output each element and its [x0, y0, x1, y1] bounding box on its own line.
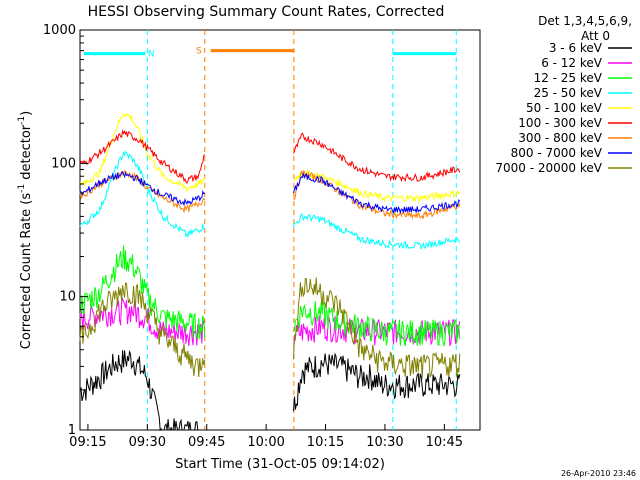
legend-label-0: 3 - 6 keV — [549, 41, 603, 55]
series-7 — [79, 171, 461, 215]
y-axis-label-end: ) — [19, 111, 34, 116]
x-axis-label: Start Time (31-Oct-05 09:14:02) — [175, 457, 385, 472]
legend-label-1: 6 - 12 keV — [541, 56, 603, 70]
series-line-7-0 — [79, 171, 205, 206]
legend-label-3: 25 - 50 keV — [534, 86, 603, 100]
legend-label-2: 12 - 25 keV — [534, 71, 603, 85]
y-axis-label: Corrected Count Rate (s-1 detector-1) — [17, 111, 34, 349]
chart-title: HESSI Observing Summary Count Rates, Cor… — [88, 4, 445, 20]
legend-header-1: Det 1,3,4,5,6,9, — [538, 14, 632, 28]
y-axis-label-sup1: -1 — [17, 184, 27, 193]
y-tick-label-2: 100 — [51, 156, 76, 171]
series-line-7-1 — [293, 171, 461, 215]
series-line-8-0 — [79, 282, 206, 378]
y-axis-label-sup2: -1 — [17, 116, 27, 125]
x-axis: 09:15 09:30 09:45 10:00 10:15 10:30 10:45 — [69, 424, 463, 450]
legend-label-5: 100 - 300 keV — [518, 116, 602, 130]
x-tick-label-6: 10:45 — [426, 435, 463, 450]
y-axis: 1 10 100 1000 — [43, 23, 88, 438]
series-4 — [79, 112, 461, 203]
series-line-0-1 — [293, 352, 461, 412]
legend-label-8: 7000 - 20000 keV — [495, 161, 602, 175]
series-line-8-1 — [293, 277, 461, 379]
series-line-4-0 — [79, 112, 206, 193]
series-line-1-1 — [293, 315, 461, 347]
series-line-2-1 — [293, 301, 461, 348]
flag-label-S: S — [196, 47, 202, 57]
legend-header-2: Att 0 — [581, 29, 610, 43]
series-line-2-0 — [79, 245, 206, 340]
series-8 — [79, 277, 461, 379]
legend-label-6: 300 - 800 keV — [518, 131, 602, 145]
y-tick-label-0: 1 — [68, 423, 76, 438]
x-tick-label-0: 09:15 — [69, 435, 106, 450]
x-tick-label-3: 10:00 — [247, 435, 284, 450]
flag-label-N: N — [148, 50, 155, 60]
series-line-5-1 — [293, 132, 461, 183]
legend-label-4: 50 - 100 keV — [526, 101, 603, 115]
series-line-6-1 — [293, 169, 461, 220]
series-line-6-0 — [79, 169, 206, 214]
footer-date: 26-Apr-2010 23:46 — [561, 469, 636, 478]
series-2 — [79, 245, 461, 348]
x-tick-label-4: 10:15 — [307, 435, 344, 450]
y-axis-label-mid: detector — [19, 124, 34, 184]
y-tick-label-3: 1000 — [43, 23, 76, 38]
legend-label-7: 800 - 7000 keV — [511, 146, 603, 160]
series-3 — [79, 150, 461, 250]
series-line-3-0 — [79, 150, 205, 239]
y-axis-label-main: Corrected Count Rate (s — [19, 193, 34, 350]
series-line-0-0 — [79, 349, 205, 432]
series-6 — [79, 169, 461, 220]
x-tick-label-2: 09:45 — [188, 435, 225, 450]
x-tick-label-1: 09:30 — [129, 435, 166, 450]
x-tick-label-5: 10:30 — [366, 435, 403, 450]
series-line-4-1 — [293, 169, 461, 203]
y-tick-label-1: 10 — [59, 290, 76, 305]
series-line-5-0 — [79, 128, 206, 184]
svg-text:Corrected Count Rate (s-1 dete: Corrected Count Rate (s-1 detector-1) — [17, 111, 34, 349]
series-0 — [79, 349, 461, 432]
series-5 — [79, 128, 461, 184]
plot-frame — [79, 29, 481, 431]
series-line-3-1 — [293, 212, 461, 250]
